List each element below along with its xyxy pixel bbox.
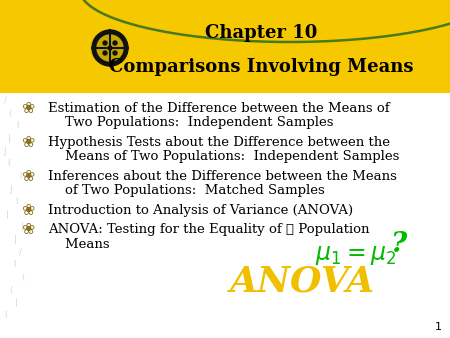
Text: (: ( bbox=[9, 108, 12, 118]
Text: /: / bbox=[4, 96, 6, 105]
Bar bbox=[0, 0, 450, 93]
Text: Hypothesis Tests about the Difference between the: Hypothesis Tests about the Difference be… bbox=[48, 136, 390, 149]
Text: ?: ? bbox=[390, 232, 406, 259]
Text: ❀: ❀ bbox=[21, 101, 35, 116]
Text: ❀: ❀ bbox=[21, 222, 35, 237]
Text: |: | bbox=[21, 222, 23, 232]
Text: (: ( bbox=[10, 286, 13, 295]
Circle shape bbox=[103, 41, 107, 45]
Text: /: / bbox=[19, 248, 22, 257]
Text: 1: 1 bbox=[435, 322, 442, 332]
Text: |: | bbox=[14, 235, 17, 244]
Text: of Two Populations:  Matched Samples: of Two Populations: Matched Samples bbox=[48, 184, 325, 197]
Circle shape bbox=[103, 51, 107, 55]
Text: Chapter 10: Chapter 10 bbox=[205, 24, 317, 42]
Circle shape bbox=[92, 30, 128, 66]
Text: Comparisons Involving Means: Comparisons Involving Means bbox=[109, 58, 413, 76]
Text: J: J bbox=[10, 185, 12, 193]
Text: (: ( bbox=[21, 273, 24, 282]
Text: Estimation of the Difference between the Means of: Estimation of the Difference between the… bbox=[48, 102, 390, 115]
Text: l: l bbox=[4, 311, 6, 320]
Text: Introduction to Analysis of Variance (ANOVA): Introduction to Analysis of Variance (AN… bbox=[48, 204, 353, 217]
Text: l: l bbox=[7, 159, 10, 168]
Circle shape bbox=[108, 46, 112, 50]
Circle shape bbox=[113, 51, 117, 55]
Circle shape bbox=[97, 35, 123, 61]
Text: l: l bbox=[15, 197, 18, 206]
Text: ANOVA: ANOVA bbox=[230, 265, 375, 299]
Text: Inferences about the Difference between the Means: Inferences about the Difference between … bbox=[48, 170, 397, 183]
Circle shape bbox=[113, 41, 117, 45]
Text: Two Populations:  Independent Samples: Two Populations: Independent Samples bbox=[48, 116, 333, 129]
Text: ❀: ❀ bbox=[21, 203, 35, 218]
Text: l: l bbox=[19, 172, 22, 181]
Text: |: | bbox=[8, 134, 11, 143]
Text: l: l bbox=[13, 260, 15, 269]
Text: $\mu_1 = \mu_2$: $\mu_1 = \mu_2$ bbox=[315, 243, 396, 267]
Text: ❀: ❀ bbox=[21, 135, 35, 150]
Text: ❀: ❀ bbox=[21, 169, 35, 184]
Text: |: | bbox=[15, 298, 18, 307]
Text: Means: Means bbox=[48, 238, 110, 251]
Text: J: J bbox=[4, 147, 6, 155]
Text: ANOVA: Testing for the Equality of ℓ Population: ANOVA: Testing for the Equality of ℓ Pop… bbox=[48, 223, 369, 236]
Text: |: | bbox=[6, 210, 9, 219]
Text: l: l bbox=[17, 121, 19, 130]
Text: Means of Two Populations:  Independent Samples: Means of Two Populations: Independent Sa… bbox=[48, 150, 400, 163]
